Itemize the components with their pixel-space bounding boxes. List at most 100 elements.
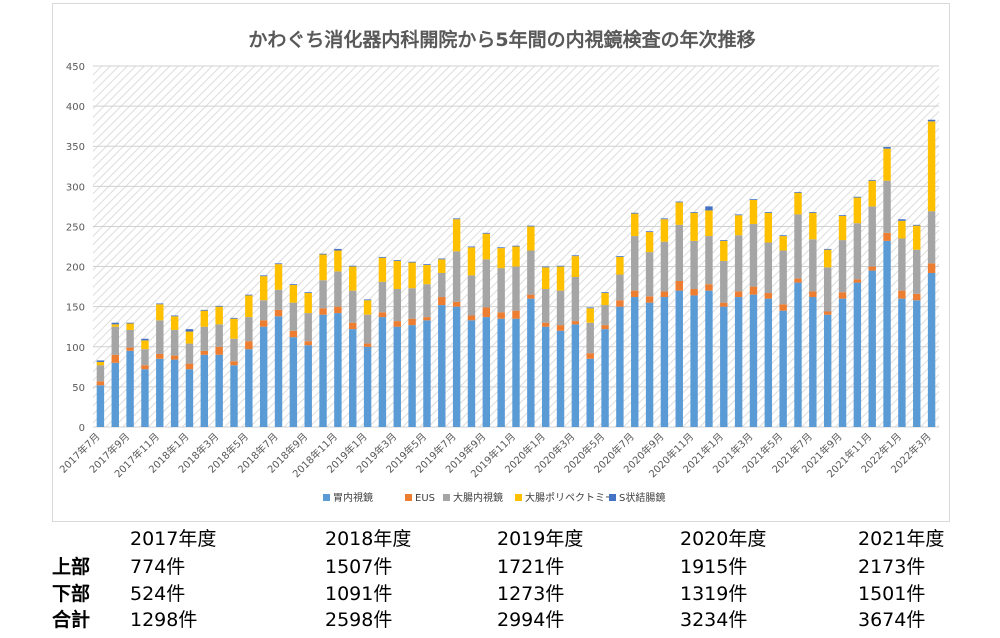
bar-segment-eus <box>408 318 416 326</box>
bar-segment-gastro <box>705 290 713 427</box>
bar-segment-colono <box>497 268 505 313</box>
bar-segment-sigmoido <box>141 338 149 341</box>
bar-segment-sigmoido <box>631 212 639 214</box>
count-cell: 2598件 <box>325 609 393 631</box>
bar-segment-sigmoido <box>438 258 446 260</box>
bar-segment-gastro <box>200 354 209 427</box>
legend-label: 大腸内視鏡 <box>453 491 503 504</box>
bar-segment-polypectomy <box>645 232 654 253</box>
bar-segment-polypectomy <box>631 213 639 237</box>
bar-segment-gastro <box>304 345 312 427</box>
legend-label: EUS <box>415 493 435 504</box>
bar-segment-polypectomy <box>794 192 802 215</box>
bar-segment-polypectomy <box>913 225 921 250</box>
bar-segment-colono <box>883 180 891 233</box>
bar-segment-colono <box>764 242 773 294</box>
bar-segment-eus <box>259 320 268 327</box>
bar-segment-colono <box>245 317 253 342</box>
bar-segment-polypectomy <box>185 331 194 344</box>
count-cell: 2173件 <box>858 556 926 578</box>
bar-segment-polypectomy <box>126 323 134 330</box>
bar-segment-colono <box>601 305 609 326</box>
bar-segment-sigmoido <box>660 218 669 220</box>
bar-segment-polypectomy <box>853 197 862 224</box>
bar-segment-gastro <box>764 298 773 427</box>
bar-segment-sigmoido <box>304 292 312 294</box>
bar-segment-eus <box>185 363 194 370</box>
bar-segment-eus <box>289 330 298 338</box>
bar-segment-sigmoido <box>675 201 683 203</box>
bar-segment-polypectomy <box>705 210 713 237</box>
bar-segment-polypectomy <box>215 306 223 325</box>
bar-segment-polypectomy <box>156 304 164 321</box>
bar-segment-colono <box>645 252 654 297</box>
bar-segment-eus <box>645 296 654 303</box>
bar-segment-polypectomy <box>304 293 312 314</box>
bar-segment-gastro <box>141 369 149 427</box>
count-cell: 774件 <box>130 556 186 578</box>
bar-segment-sigmoido <box>927 119 936 122</box>
bar-segment-colono <box>720 260 728 303</box>
bar-segment-eus <box>823 311 832 315</box>
legend-swatch <box>609 494 616 501</box>
bar-segment-sigmoido <box>349 265 357 267</box>
bar-segment-sigmoido <box>734 214 743 216</box>
bar-segment-gastro <box>349 329 357 427</box>
stacked-bar-chart: かわぐち消化器内科開院から5年間の内視鏡検査の年次推移 0 50 100 150 200… <box>57 28 939 504</box>
bar-segment-gastro <box>215 354 223 427</box>
bar-segment-colono <box>378 281 387 313</box>
bar-segment-gastro <box>586 358 594 427</box>
bar-segment-sigmoido <box>541 266 550 268</box>
bar-segment-colono <box>452 251 461 302</box>
bar-segment-polypectomy <box>779 236 787 251</box>
legend-label: S状結腸鏡 <box>619 491 665 504</box>
bar-segment-colono <box>809 239 817 292</box>
bar-segment-polypectomy <box>141 340 149 350</box>
bar-segment-eus <box>749 286 758 295</box>
bar-segment-gastro <box>393 326 401 427</box>
bar-segment-colono <box>838 240 847 293</box>
year-header: 2018年度 <box>325 528 412 550</box>
legend-swatch <box>443 494 450 501</box>
bar-segment-gastro <box>720 306 728 427</box>
bar-segment-polypectomy <box>467 247 476 276</box>
bar-segment-gastro <box>111 362 119 427</box>
bar-segment-gastro <box>156 358 164 427</box>
bar-segment-polypectomy <box>898 220 906 239</box>
bar-segment-polypectomy <box>497 248 505 269</box>
bar-segment-gastro <box>274 316 283 427</box>
count-cell: 1507件 <box>325 556 393 578</box>
bar-segment-sigmoido <box>230 317 238 319</box>
bar-segment-sigmoido <box>289 284 298 285</box>
bar-segment-polypectomy <box>96 362 105 366</box>
y-tick-label: 50 <box>72 383 85 394</box>
bar-segment-colono <box>259 300 268 321</box>
bar-segment-colono <box>927 211 936 264</box>
bar-segment-gastro <box>423 320 431 427</box>
bar-segment-colono <box>185 343 194 364</box>
bar-segment-sigmoido <box>527 225 535 227</box>
bar-segment-gastro <box>853 282 862 427</box>
bar-segment-sigmoido <box>378 256 387 258</box>
bar-segment-sigmoido <box>853 196 862 198</box>
bar-segment-sigmoido <box>245 294 253 296</box>
bar-segment-colono <box>215 324 223 347</box>
bar-segment-gastro <box>289 337 298 427</box>
bar-segment-gastro <box>527 298 535 427</box>
bar-segment-polypectomy <box>541 267 550 290</box>
bar-segment-sigmoido <box>512 245 520 247</box>
bar-segment-sigmoido <box>126 322 134 324</box>
bar-segment-gastro <box>690 295 698 427</box>
bar-segment-sigmoido <box>838 215 847 217</box>
bar-segment-colono <box>631 236 639 291</box>
bar-segment-colono <box>141 349 149 366</box>
bar-segment-colono <box>304 313 312 342</box>
bar-segment-eus <box>334 306 342 314</box>
bar-segment-eus <box>556 325 565 331</box>
bar-segment-sigmoido <box>334 248 342 251</box>
bar-segment-gastro <box>467 320 476 427</box>
bar-segment-colono <box>126 329 134 348</box>
bar-segment-polypectomy <box>571 256 580 277</box>
bar-segment-gastro <box>868 270 876 427</box>
bar-segment-eus <box>349 322 357 330</box>
